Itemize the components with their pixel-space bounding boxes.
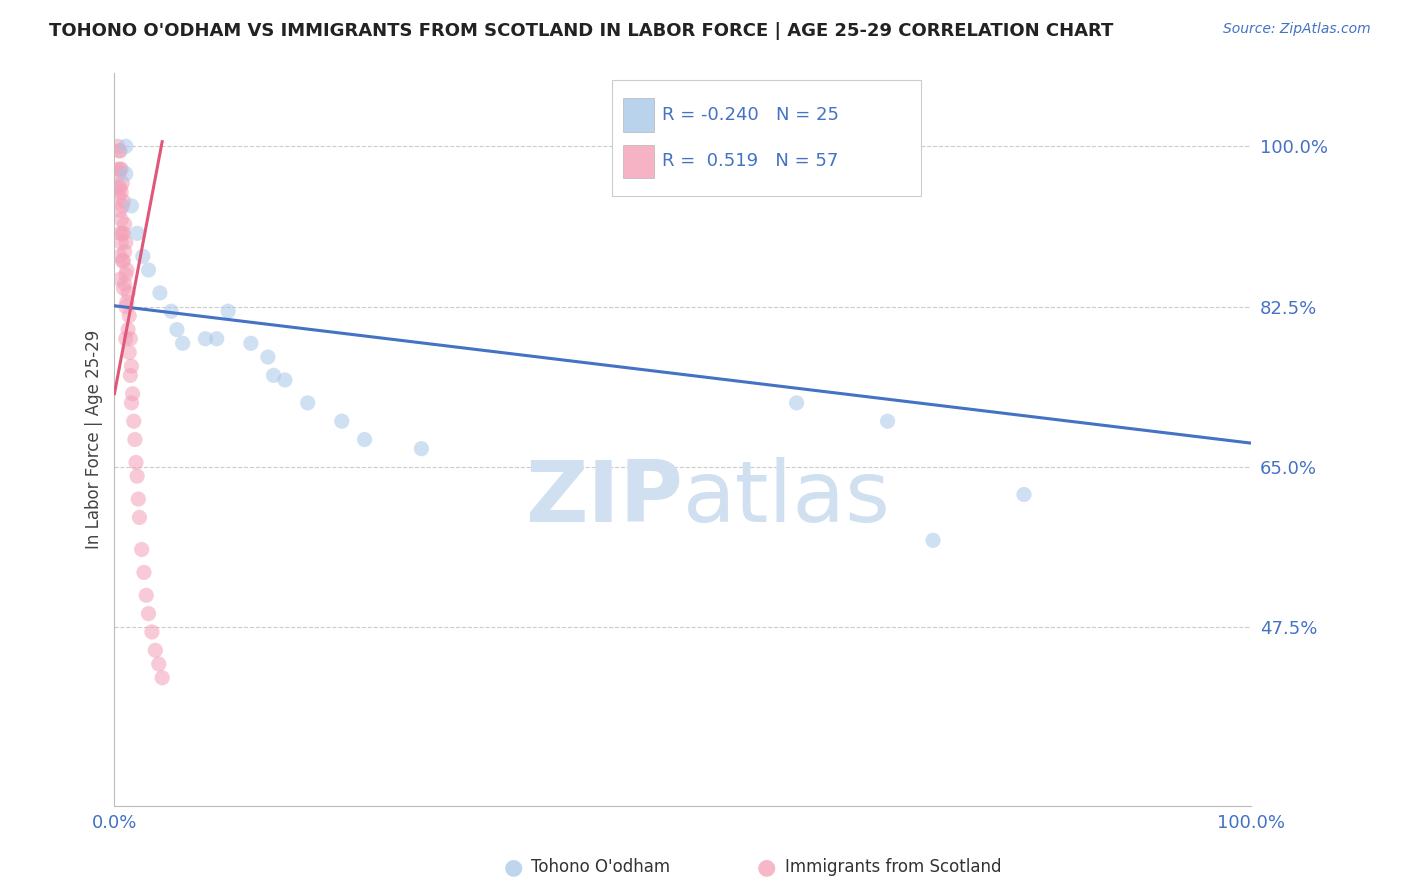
Point [108,227,131,241]
Point [132,249,155,263]
Point [111,199,134,213]
Point [205,332,228,346]
Point [114,244,136,259]
Point [114,235,136,250]
Point [125,455,148,469]
Point [172,336,194,351]
Point [138,607,160,621]
Point [108,144,131,158]
Point [149,285,172,300]
Point [194,332,217,346]
Point [110,235,132,250]
Point [110,162,132,177]
Point [411,442,433,456]
Point [353,433,375,447]
Point [1012,487,1035,501]
Point [120,332,142,346]
Point [141,624,163,639]
Point [114,300,136,314]
Point [128,510,150,524]
Point [107,139,129,153]
Text: ZIP: ZIP [526,457,683,540]
Point [114,332,136,346]
Point [108,167,131,181]
Point [297,396,319,410]
Point [138,263,160,277]
Point [114,217,136,231]
Point [124,433,146,447]
Point [127,469,149,483]
Point [121,386,143,401]
Point [132,566,155,580]
Point [121,396,143,410]
Text: ●: ● [756,857,776,877]
Point [108,249,131,263]
Point [118,345,141,359]
Point [786,396,808,410]
Point [117,285,139,300]
Point [115,263,138,277]
Point [150,671,173,685]
Point [135,588,157,602]
Point [108,180,131,194]
Point [148,657,170,671]
Point [112,281,135,295]
Point [257,350,280,364]
Point [108,272,131,286]
Point [108,190,131,204]
Point [114,139,136,153]
Point [111,253,134,268]
Text: ●: ● [503,857,523,877]
Point [263,368,285,383]
Point [143,643,166,657]
Point [111,176,134,190]
Point [107,162,129,177]
Point [115,295,138,310]
Point [118,309,141,323]
Text: Tohono O'odham: Tohono O'odham [531,858,671,876]
Point [922,533,945,548]
Text: Source: ZipAtlas.com: Source: ZipAtlas.com [1223,22,1371,37]
Point [110,185,132,199]
Point [876,414,898,428]
Point [111,227,134,241]
Point [217,304,239,318]
Point [112,253,135,268]
Point [117,322,139,336]
Point [127,227,149,241]
Y-axis label: In Labor Force | Age 25-29: In Labor Force | Age 25-29 [86,330,103,549]
Point [108,144,131,158]
Point [110,212,132,227]
Point [120,368,142,383]
Point [131,542,153,557]
Point [121,359,143,374]
Point [108,203,131,218]
Point [112,194,135,209]
Point [112,227,135,241]
Point [330,414,353,428]
Point [114,268,136,282]
Point [114,167,136,181]
Text: R = -0.240   N = 25: R = -0.240 N = 25 [662,106,839,124]
Point [274,373,297,387]
Point [160,304,183,318]
Point [114,277,136,291]
Text: atlas: atlas [683,457,891,540]
Text: Immigrants from Scotland: Immigrants from Scotland [785,858,1001,876]
Text: R =  0.519   N = 57: R = 0.519 N = 57 [662,153,838,170]
Point [107,180,129,194]
Point [239,336,262,351]
Point [108,162,131,177]
Point [121,199,143,213]
Text: TOHONO O'ODHAM VS IMMIGRANTS FROM SCOTLAND IN LABOR FORCE | AGE 25-29 CORRELATIO: TOHONO O'ODHAM VS IMMIGRANTS FROM SCOTLA… [49,22,1114,40]
Point [127,492,149,507]
Point [166,322,188,336]
Point [122,414,145,428]
